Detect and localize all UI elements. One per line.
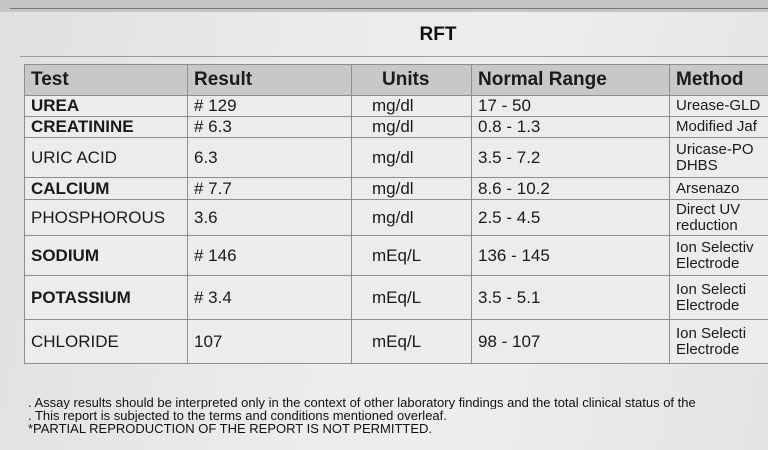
test-units: mg/dl [351,137,472,178]
column-header-method: Method [669,64,768,96]
table-row: POTASSIUM # 3.4 mEq/L 3.5 - 5.1 Ion Sele… [24,275,768,320]
test-result: 3.6 [187,199,352,236]
disclaimer-line: . Assay results should be interpreted on… [28,396,696,409]
table-row: CALCIUM # 7.7 mg/dl 8.6 - 10.2 Arsenazo [24,177,768,200]
report-disclaimer: . Assay results should be interpreted on… [28,396,768,435]
test-units: mEq/L [351,235,472,276]
top-border [10,0,768,9]
test-normal-range: 17 - 50 [471,95,670,117]
table-row: PHOSPHOROUS 3.6 mg/dl 2.5 - 4.5 Direct U… [24,199,768,236]
test-normal-range: 136 - 145 [471,235,670,276]
column-header-normal-range: Normal Range [471,64,670,96]
test-name: CREATININE [24,116,188,138]
test-result: # 3.4 [187,275,352,320]
test-name: CHLORIDE [24,319,188,364]
table-row: URIC ACID 6.3 mg/dl 3.5 - 7.2 Uricase-PO… [24,137,768,178]
header-divider [20,56,768,57]
column-header-test: Test [24,64,188,96]
disclaimer-line: *PARTIAL REPRODUCTION OF THE REPORT IS N… [28,422,433,435]
test-name: PHOSPHOROUS [24,199,188,236]
top-band [0,0,768,12]
test-units: mg/dl [351,199,472,236]
test-normal-range: 3.5 - 5.1 [471,275,670,320]
test-method: Arsenazo [669,177,768,200]
test-name: SODIUM [24,235,188,276]
test-method: Ion Selectiv Electrode [669,235,768,276]
test-units: mg/dl [351,95,472,117]
table-row: UREA # 129 mg/dl 17 - 50 Urease-GLD [24,95,768,117]
report-title: RFT [419,24,457,45]
test-units: mg/dl [351,177,472,200]
table-row: CHLORIDE 107 mEq/L 98 - 107 Ion Selecti … [24,319,768,364]
test-units: mEq/L [351,275,472,320]
test-method: Uricase-PO DHBS [669,137,768,178]
test-result: 107 [187,319,352,364]
test-normal-range: 98 - 107 [471,319,670,364]
test-name: UREA [24,95,188,117]
disclaimer-line: . This report is subjected to the terms … [28,409,447,422]
results-table: Test Result Units Normal Range Method UR… [24,64,768,364]
test-name: CALCIUM [24,177,188,200]
test-normal-range: 8.6 - 10.2 [471,177,670,200]
test-name: POTASSIUM [24,275,188,320]
table-row: CREATININE # 6.3 mg/dl 0.8 - 1.3 Modifie… [24,116,768,138]
test-normal-range: 2.5 - 4.5 [471,199,670,236]
test-normal-range: 3.5 - 7.2 [471,137,670,178]
table-header-row: Test Result Units Normal Range Method [24,64,768,96]
table-row: SODIUM # 146 mEq/L 136 - 145 Ion Selecti… [24,235,768,276]
test-result: # 6.3 [187,116,352,138]
test-name: URIC ACID [24,137,188,178]
test-method: Modified Jaf [669,116,768,138]
test-result: 6.3 [187,137,352,178]
test-method: Urease-GLD [669,95,768,117]
test-units: mEq/L [351,319,472,364]
test-result: # 129 [187,95,352,117]
test-method: Ion Selecti Electrode [669,275,768,320]
test-method: Ion Selecti Electrode [669,319,768,364]
test-result: # 7.7 [187,177,352,200]
column-header-units: Units [351,64,472,96]
test-normal-range: 0.8 - 1.3 [471,116,670,138]
test-units: mg/dl [351,116,472,138]
test-method: Direct UV reduction [669,199,768,236]
column-header-result: Result [187,64,352,96]
test-result: # 146 [187,235,352,276]
